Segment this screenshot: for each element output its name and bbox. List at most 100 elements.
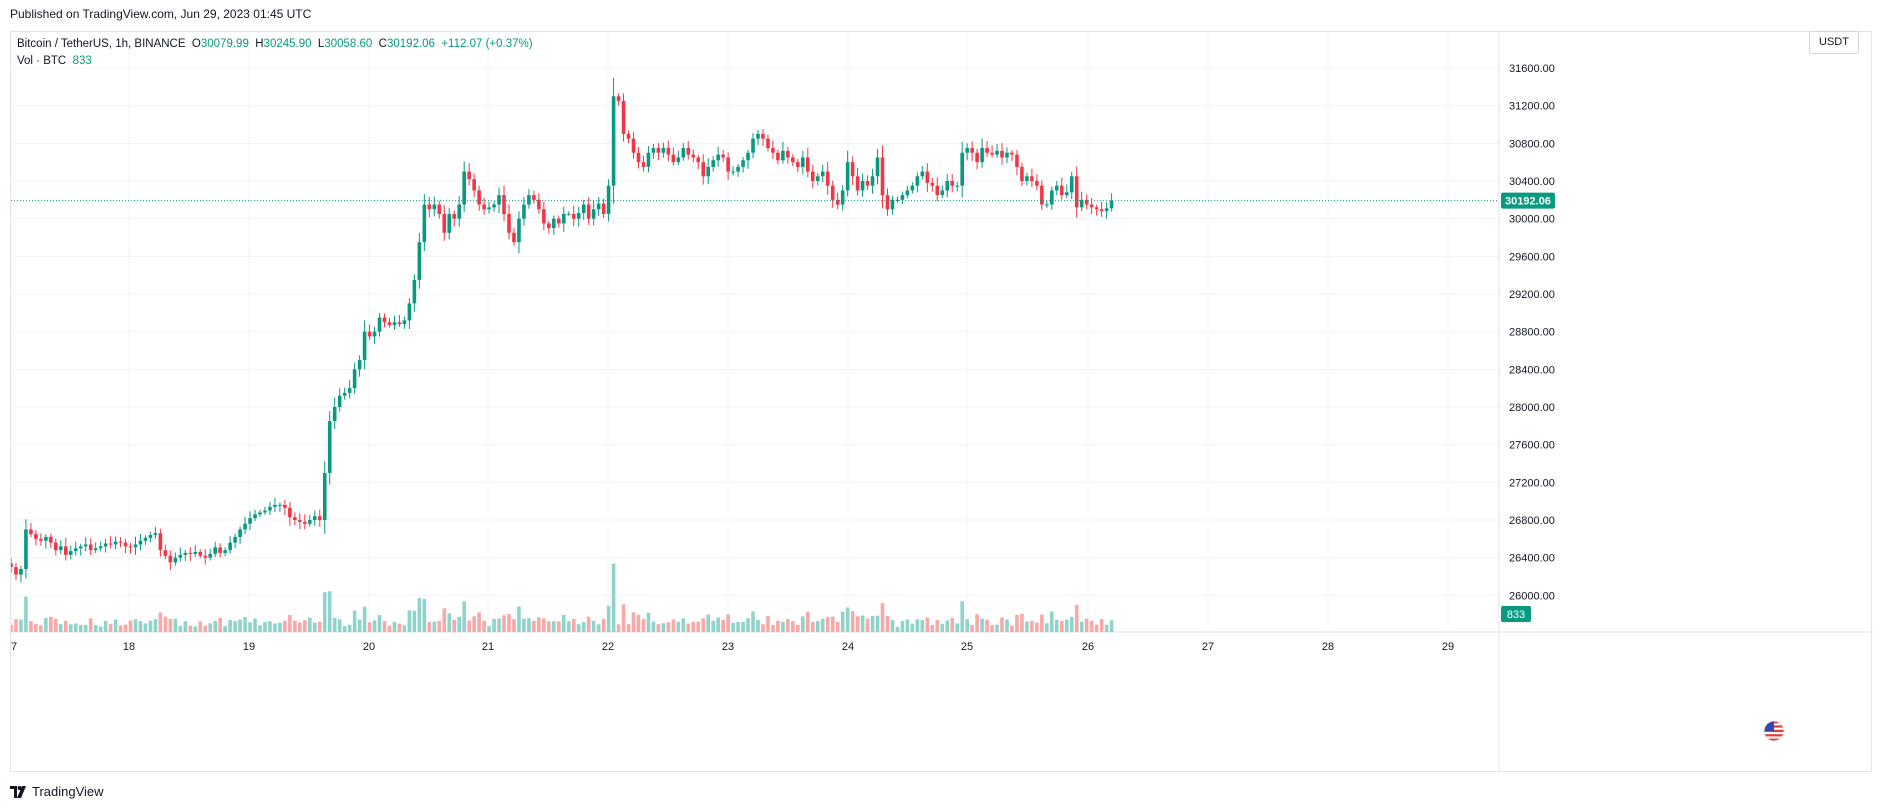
volume-bar — [741, 621, 745, 632]
candle-body — [153, 533, 158, 536]
candle-body — [49, 536, 53, 543]
volume-bar — [472, 616, 476, 632]
candle-body — [985, 148, 989, 153]
volume-bar — [357, 619, 362, 632]
volume-bar — [442, 608, 447, 632]
high-value: 30245.90 — [263, 38, 312, 50]
volume-bar — [920, 620, 925, 632]
candle-body — [437, 204, 442, 214]
volume-bar — [273, 623, 277, 632]
volume-bar — [148, 620, 153, 632]
volume-bar — [123, 624, 128, 632]
volume-bar — [118, 625, 123, 632]
volume-bar — [487, 626, 491, 632]
volume-bar — [422, 598, 427, 632]
x-tick-label: 28 — [1322, 641, 1334, 653]
candle-body — [1005, 152, 1009, 158]
candle-body — [372, 331, 377, 337]
symbol-label[interactable]: Bitcoin / TetherUS, 1h, BINANCE — [17, 38, 186, 50]
volume-bar — [308, 617, 312, 632]
volume-bar — [801, 616, 805, 632]
us-flag-icon[interactable] — [1763, 720, 1785, 742]
volume-label[interactable]: Vol · BTC — [17, 55, 67, 67]
candle-body — [885, 195, 890, 210]
candle-body — [945, 181, 950, 191]
y-tick-label: 28000.00 — [1509, 402, 1555, 414]
candle-body — [746, 152, 750, 161]
volume-bar — [731, 622, 735, 632]
candle-body — [118, 541, 123, 543]
volume-bar — [1045, 623, 1049, 632]
volume-bar — [980, 618, 984, 632]
volume-bar — [1005, 619, 1009, 632]
candle-body — [263, 510, 267, 513]
volume-bar — [925, 617, 930, 632]
candle-body — [1050, 190, 1054, 205]
candle-body — [34, 534, 38, 539]
candle-body — [865, 181, 870, 186]
volume-bar — [517, 606, 521, 632]
candle-body — [54, 542, 58, 551]
volume-bar — [88, 618, 93, 632]
candle-body — [238, 529, 242, 537]
chart-frame[interactable]: 31600.00 31200.00 30800.00 30400.00 30000.00… — [10, 31, 1873, 773]
candle-body — [736, 166, 740, 172]
y-tick-label: 30000.00 — [1509, 214, 1555, 226]
candle-body — [1025, 176, 1029, 181]
price-chart[interactable]: 31600.00 31200.00 30800.00 30400.00 30000.00… — [11, 32, 1873, 773]
y-tick-label: 29600.00 — [1509, 251, 1555, 263]
candle-body — [303, 521, 307, 524]
y-tick-label: 27200.00 — [1509, 477, 1555, 489]
volume-bar — [970, 624, 974, 632]
volume-bar — [855, 616, 860, 632]
volume-bar — [1040, 614, 1044, 632]
candle-body — [442, 213, 447, 233]
chart-legend: Bitcoin / TetherUS, 1h, BINANCE O30079.9… — [17, 36, 533, 70]
currency-selector[interactable]: USDT — [1809, 31, 1859, 54]
volume-bar — [552, 621, 556, 632]
volume-bar — [312, 622, 317, 632]
candle-body — [955, 185, 959, 187]
volume-bar — [447, 613, 452, 632]
volume-bar — [686, 623, 691, 632]
volume-bar — [507, 614, 511, 632]
volume-bar — [437, 620, 442, 632]
candle-body — [631, 138, 636, 153]
volume-bar — [661, 623, 666, 632]
volume-bar — [342, 626, 347, 632]
volume-bar — [457, 616, 461, 632]
candle-body — [825, 171, 830, 186]
volume-bar — [815, 620, 820, 632]
volume-bar — [791, 621, 795, 632]
volume-bar — [691, 621, 696, 632]
volume-bar — [581, 622, 586, 632]
volume-bar — [611, 563, 616, 632]
volume-bar — [840, 611, 845, 632]
candle-body — [995, 150, 999, 155]
volume-bar — [377, 615, 382, 632]
volume-bar — [965, 619, 969, 632]
candle-body — [1074, 176, 1079, 208]
candle-body — [312, 516, 317, 520]
volume-bar — [183, 621, 188, 632]
volume-bar — [711, 620, 715, 632]
candle-body — [158, 533, 163, 551]
volume-bar — [133, 619, 138, 632]
candle-body — [452, 213, 457, 219]
volume-bar — [208, 623, 212, 632]
volume-bar — [586, 616, 591, 632]
volume-bar — [168, 619, 173, 632]
volume-bar — [1015, 614, 1019, 632]
volume-bar — [542, 618, 546, 632]
tradingview-brand[interactable]: TradingView — [10, 784, 104, 799]
volume-bar — [298, 622, 302, 632]
volume-bar — [317, 621, 322, 632]
candle-body — [666, 148, 671, 155]
volume-bar — [512, 619, 516, 632]
candle-body — [362, 331, 367, 360]
volume-bar — [138, 621, 143, 632]
volume-bar — [14, 619, 18, 632]
candle-body — [1040, 185, 1044, 205]
candle-body — [636, 152, 641, 163]
candle-body — [806, 157, 810, 172]
